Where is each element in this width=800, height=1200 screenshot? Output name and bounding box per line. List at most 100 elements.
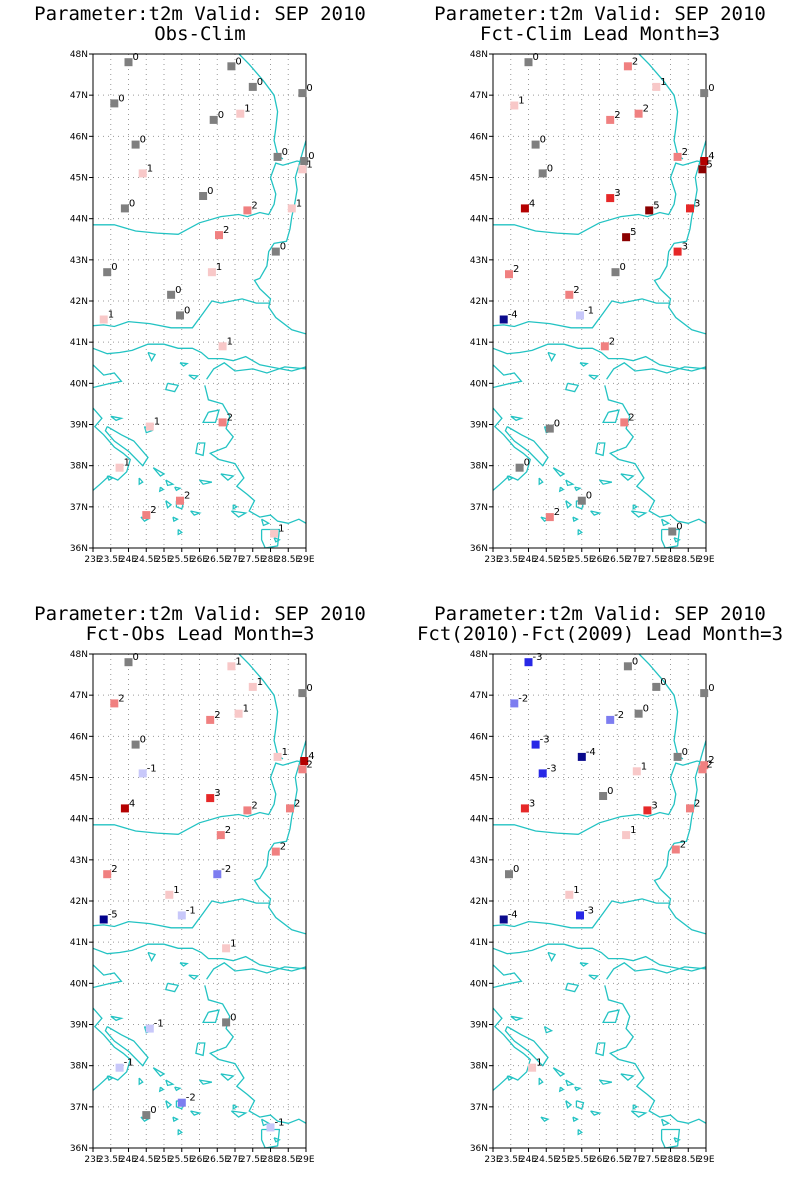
panel-title-line1: Parameter:t2m Valid: SEP 2010 xyxy=(434,603,766,625)
station-value-label: 0 xyxy=(150,1105,156,1116)
lat-tick-label: 46N xyxy=(470,132,488,142)
station-value-label: 3 xyxy=(214,788,220,799)
station-value-label: -3 xyxy=(533,652,543,663)
station-marker xyxy=(99,915,108,924)
station-marker xyxy=(698,165,707,174)
station-value-label: 0 xyxy=(184,305,190,316)
station-value-label: 1 xyxy=(147,163,153,174)
station-value-label: 1 xyxy=(108,310,114,321)
station-marker xyxy=(120,804,129,813)
coastline xyxy=(504,426,549,467)
station-value-label: 2 xyxy=(643,104,649,115)
coastline xyxy=(165,1100,173,1109)
lon-tick-label: 23.5E xyxy=(98,555,124,565)
station-value-label: 0 xyxy=(280,242,286,253)
station-value-label: 2 xyxy=(294,798,300,809)
station-value-label: 0 xyxy=(708,683,714,694)
station-value-label: -1 xyxy=(154,1019,164,1030)
station-value-label: 5 xyxy=(706,159,712,170)
station-marker xyxy=(131,140,140,149)
coastline xyxy=(177,1128,183,1136)
lat-tick-label: 48N xyxy=(470,50,488,60)
lon-tick-label: 27E xyxy=(226,1155,243,1165)
station-value-label: -2 xyxy=(186,1093,196,1104)
lat-tick-label: 42N xyxy=(470,297,488,307)
coastline xyxy=(620,473,635,481)
station-value-label: 2 xyxy=(150,505,156,516)
lon-tick-label: 25E xyxy=(155,1155,172,1165)
coastline xyxy=(506,1075,514,1082)
coastline xyxy=(577,1128,583,1136)
station-marker xyxy=(206,794,215,803)
station-marker xyxy=(243,206,252,215)
station-marker xyxy=(545,513,554,522)
station-value-label: 0 xyxy=(282,147,288,158)
coastline xyxy=(230,510,248,518)
lat-tick-label: 36N xyxy=(70,1144,88,1154)
station-marker xyxy=(505,270,513,279)
station-value-label: -1 xyxy=(584,305,594,316)
station-value-label: 0 xyxy=(607,786,613,797)
lat-tick-label: 39N xyxy=(470,1021,488,1031)
coastline xyxy=(579,362,589,367)
coastlines xyxy=(93,54,306,548)
lat-tick-label: 40N xyxy=(470,379,488,389)
lon-tick-label: 25.5E xyxy=(169,1155,195,1165)
station-value-label: 1 xyxy=(227,336,233,347)
coastline xyxy=(653,140,706,335)
station-value-label: 2 xyxy=(513,264,519,275)
station-value-label: 5 xyxy=(653,200,659,211)
coastline xyxy=(195,1042,206,1057)
station-value-label: -1 xyxy=(124,1058,134,1069)
station-marker xyxy=(510,101,519,110)
station-value-label: 4 xyxy=(529,198,535,209)
coastline xyxy=(565,479,575,487)
station-marker xyxy=(700,761,709,770)
lon-tick-label: 26E xyxy=(591,1155,608,1165)
lon-tick-label: 26.5E xyxy=(604,1155,630,1165)
panel-fct-diff: Parameter:t2m Valid: SEP 2010 Fct(2010)-… xyxy=(400,600,800,1200)
station-marker xyxy=(234,709,243,718)
lat-tick-label: 37N xyxy=(470,503,488,513)
station-marker xyxy=(266,1123,275,1132)
lon-tick-label: 26.5E xyxy=(204,1155,230,1165)
lon-tick-label: 24E xyxy=(120,1155,137,1165)
coastline xyxy=(230,1110,248,1118)
station-marker xyxy=(531,740,540,749)
lon-tick-label: 27.5E xyxy=(240,555,266,565)
station-value-label: 1 xyxy=(154,417,160,428)
station-marker xyxy=(199,192,208,200)
coastline xyxy=(238,54,284,160)
coastline xyxy=(174,486,182,492)
station-value-label: 2 xyxy=(614,110,620,121)
coastline xyxy=(660,518,671,527)
coastline xyxy=(232,1104,239,1111)
station-marker xyxy=(515,463,524,472)
coastline xyxy=(493,898,671,929)
lat-tick-label: 45N xyxy=(470,774,488,784)
station-value-label: 0 xyxy=(111,262,117,273)
station-marker xyxy=(227,662,236,671)
station-value-label: 0 xyxy=(230,1012,236,1023)
station-marker xyxy=(300,157,309,165)
station-marker xyxy=(576,911,584,920)
station-value-label: 2 xyxy=(111,864,117,875)
lat-tick-label: 38N xyxy=(70,1062,88,1072)
station-marker xyxy=(209,115,218,124)
station-marker xyxy=(606,194,615,203)
station-marker xyxy=(620,418,629,427)
coastline xyxy=(599,479,613,485)
lat-tick-label: 48N xyxy=(70,650,88,660)
coastline xyxy=(599,1079,613,1085)
lon-tick-label: 28E xyxy=(262,555,279,565)
coastline xyxy=(202,1009,220,1024)
station-marker xyxy=(213,870,222,879)
coastline xyxy=(93,298,271,329)
station-value-label: 3 xyxy=(694,198,700,209)
station-value-label: 4 xyxy=(129,798,135,809)
station-value-label: 1 xyxy=(518,96,524,107)
station-marker xyxy=(176,311,184,320)
coastline xyxy=(93,760,306,835)
station-marker xyxy=(528,1063,537,1072)
